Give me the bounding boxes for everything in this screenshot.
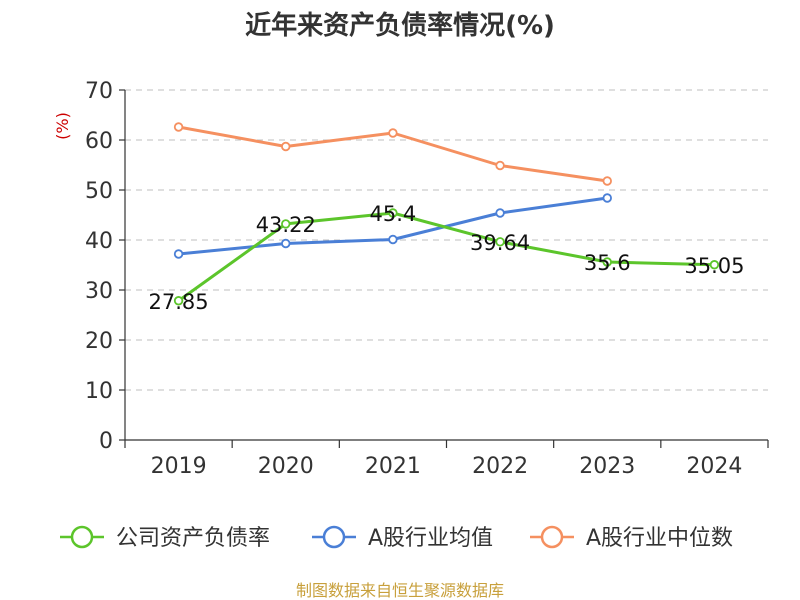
x-tick-label: 2020 (258, 454, 314, 479)
legend-swatch-marker (70, 525, 94, 549)
legend-swatch-marker (540, 525, 564, 549)
y-axis-unit: (%) (53, 112, 72, 140)
data-point (602, 176, 612, 186)
data-point (602, 257, 612, 267)
data-point (602, 193, 612, 203)
y-tick-label: 0 (99, 429, 113, 454)
x-tick-label: 2019 (151, 454, 207, 479)
x-tick-label: 2021 (365, 454, 421, 479)
data-point (281, 141, 291, 152)
data-point (495, 208, 505, 218)
data-point (388, 128, 398, 138)
chart-title: 近年来资产负债率情况(%) (245, 10, 555, 41)
y-tick-label: 70 (85, 79, 113, 104)
legend-item[interactable]: A股行业中位数 (530, 525, 733, 551)
data-label: 35.05 (684, 254, 744, 278)
legend-item[interactable]: A股行业均值 (312, 525, 493, 551)
data-point (173, 296, 184, 306)
data-point (388, 208, 398, 218)
data-point (709, 260, 720, 270)
series-line (177, 211, 715, 302)
data-point (173, 249, 184, 259)
data-label: 45.4 (370, 202, 417, 226)
y-tick-label: 40 (85, 229, 113, 254)
source-note: 制图数据来自恒生聚源数据库 (296, 581, 504, 600)
legend-label: 公司资产负债率 (116, 526, 270, 551)
legend-swatch-marker (322, 525, 346, 549)
data-label: 27.85 (149, 290, 209, 314)
y-tick-label: 20 (85, 329, 113, 354)
data-point (495, 237, 505, 247)
legend-item[interactable]: 公司资产负债率 (60, 525, 270, 551)
grid-lines (125, 89, 768, 391)
data-point (281, 219, 291, 229)
data-label: 39.64 (470, 231, 530, 255)
x-tick-label: 2024 (686, 454, 742, 479)
y-tick-label: 50 (85, 179, 113, 204)
data-labels: 27.85 43.22 45.4 39.64 35.6 35.05 (149, 202, 745, 314)
data-point (495, 160, 505, 171)
y-tick-label: 30 (85, 279, 113, 304)
data-label: 35.6 (584, 251, 631, 275)
x-tick-label: 2023 (579, 454, 635, 479)
data-point (281, 238, 291, 249)
legend-label: A股行业中位数 (586, 526, 733, 551)
data-point (173, 122, 184, 132)
axes: 0 10 20 30 40 50 60 70 (%) 2019 2020 2021 2022 2023 20… (53, 79, 769, 479)
y-tick-label: 10 (85, 379, 113, 404)
legend[interactable]: 公司资产负债率 A股行业均值 A股行业中位数 (60, 525, 733, 551)
legend-label: A股行业均值 (368, 526, 493, 551)
data-point (388, 234, 398, 245)
y-tick-label: 60 (85, 129, 113, 154)
x-tick-label: 2022 (472, 454, 528, 479)
data-label: 43.22 (256, 213, 316, 237)
series-lines (173, 122, 720, 306)
